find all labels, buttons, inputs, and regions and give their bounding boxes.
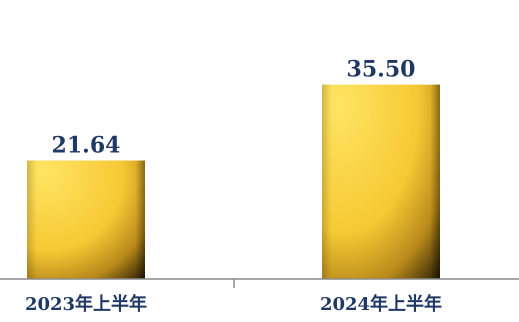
data-label-1: 21.64 [52,133,121,159]
x-tick-label-2: 2024年上半年 [320,293,442,315]
bar-shade-1 [27,160,145,279]
bar-shade-2 [322,84,440,279]
data-label-2: 35.50 [347,57,416,83]
x-tick-label-1: 2023年上半年 [25,293,147,315]
